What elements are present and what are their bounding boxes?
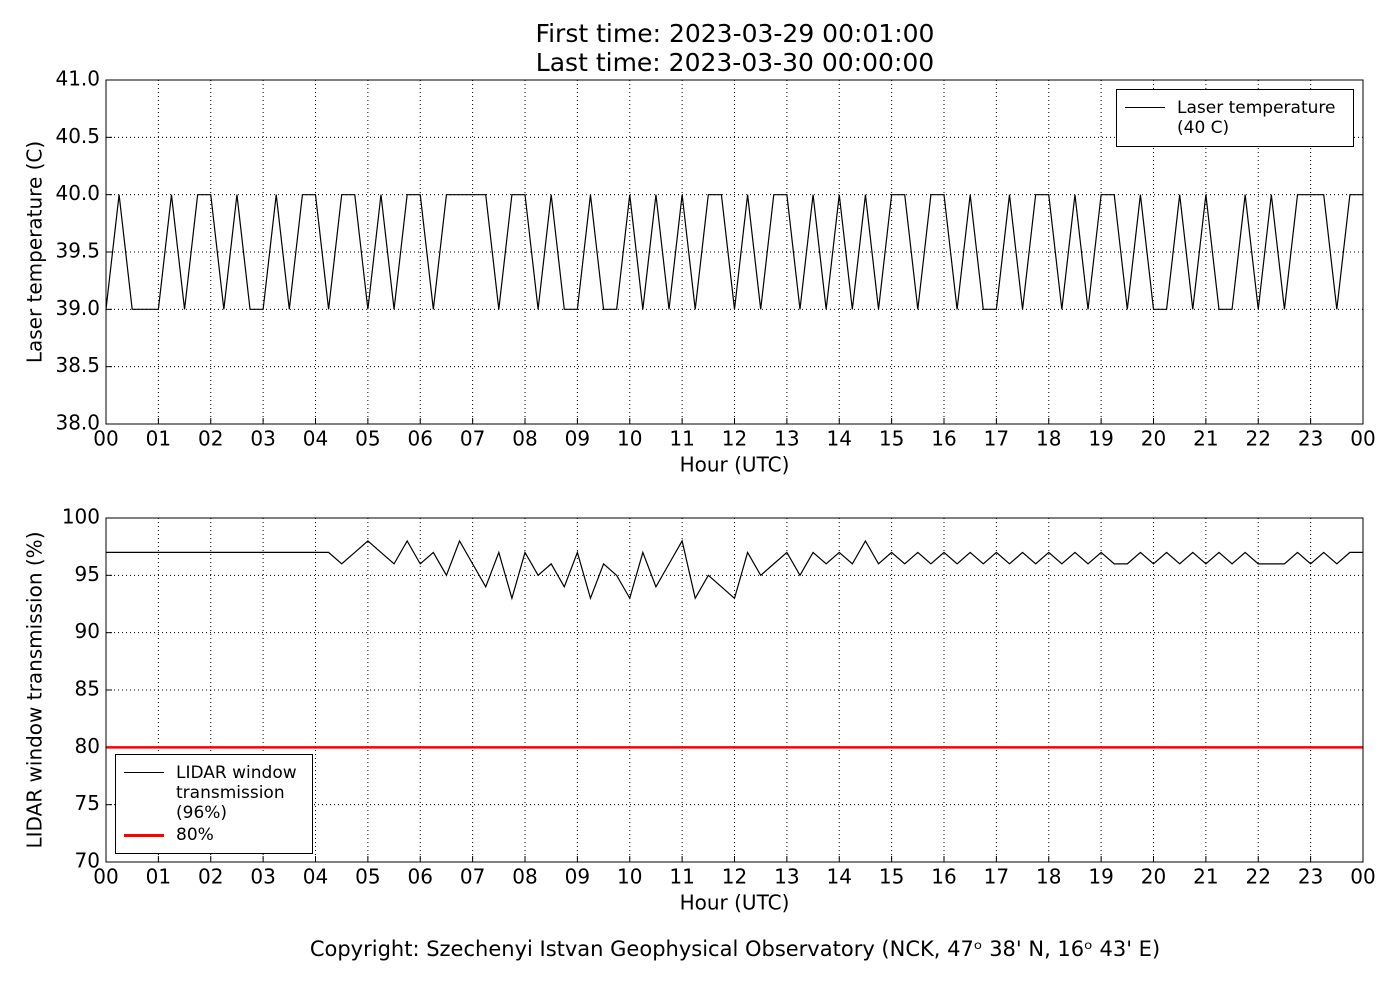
x-tick-label: 15 — [879, 427, 904, 451]
x-tick-label: 06 — [408, 427, 433, 451]
legend-entry: Laser temperature (40 C) — [1125, 98, 1345, 138]
x-tick-label: 08 — [512, 865, 537, 889]
y-axis-label: Laser temperature (C) — [23, 141, 47, 363]
y-tick-label: 40.0 — [55, 181, 100, 205]
x-tick-label: 08 — [512, 427, 537, 451]
x-tick-label: 10 — [617, 865, 642, 889]
axes-frame — [105, 517, 1364, 863]
x-tick-label: 23 — [1298, 865, 1323, 889]
x-tick-label: 22 — [1246, 865, 1271, 889]
x-tick-label: 02 — [198, 427, 223, 451]
legend-label: 80% — [176, 825, 214, 845]
x-tick-label: 03 — [250, 865, 275, 889]
y-tick-label: 70 — [75, 849, 100, 873]
x-tick-label: 00 — [93, 427, 118, 451]
y-tick-label: 39.5 — [55, 239, 100, 263]
x-tick-label: 10 — [617, 427, 642, 451]
footer: Copyright: Szechenyi Istvan Geophysical … — [310, 937, 1160, 961]
y-tick-label: 75 — [75, 791, 100, 815]
x-tick-label: 03 — [250, 427, 275, 451]
legend-swatch — [1125, 107, 1165, 108]
x-tick-label: 20 — [1141, 427, 1166, 451]
y-tick-label: 38.5 — [55, 353, 100, 377]
x-tick-label: 12 — [722, 427, 747, 451]
x-axis-label: Hour (UTC) — [680, 453, 790, 477]
legend-label: LIDAR window transmission (96%) — [176, 763, 297, 823]
data-line — [106, 539, 1363, 601]
x-tick-label: 00 — [93, 865, 118, 889]
x-tick-label: 06 — [408, 865, 433, 889]
x-tick-label: 09 — [565, 427, 590, 451]
x-tick-label: 05 — [355, 865, 380, 889]
x-tick-label: 22 — [1246, 427, 1271, 451]
axes-frame — [105, 79, 1364, 425]
x-tick-label: 14 — [827, 865, 852, 889]
x-tick-label: 04 — [303, 865, 328, 889]
legend-entry: LIDAR window transmission (96%) — [124, 763, 304, 823]
y-tick-label: 90 — [75, 619, 100, 643]
y-tick-label: 41.0 — [55, 67, 100, 91]
x-tick-label: 09 — [565, 865, 590, 889]
x-tick-label: 16 — [931, 427, 956, 451]
legend-entry: 80% — [124, 825, 304, 845]
x-tick-label: 07 — [460, 427, 485, 451]
x-tick-label: 00 — [1350, 865, 1375, 889]
title-line: First time: 2023-03-29 00:01:00 — [536, 19, 935, 48]
legend: LIDAR window transmission (96%) 80% — [115, 754, 313, 854]
x-tick-label: 21 — [1193, 865, 1218, 889]
x-tick-label: 18 — [1036, 427, 1061, 451]
y-tick-label: 39.0 — [55, 296, 100, 320]
x-axis-label: Hour (UTC) — [680, 891, 790, 915]
x-tick-label: 13 — [774, 427, 799, 451]
y-tick-label: 100 — [62, 505, 100, 529]
x-tick-label: 20 — [1141, 865, 1166, 889]
x-tick-label: 17 — [984, 865, 1009, 889]
x-tick-label: 05 — [355, 427, 380, 451]
x-tick-label: 11 — [669, 427, 694, 451]
legend-swatch — [124, 834, 164, 837]
data-line — [105, 194, 1363, 310]
legend: Laser temperature (40 C) — [1116, 89, 1354, 147]
title-line: Last time: 2023-03-30 00:00:00 — [536, 48, 934, 77]
y-tick-label: 80 — [75, 734, 100, 758]
y-tick-label: 85 — [75, 677, 100, 701]
x-tick-label: 17 — [984, 427, 1009, 451]
x-tick-label: 14 — [827, 427, 852, 451]
legend-swatch — [124, 772, 164, 773]
y-tick-label: 40.5 — [55, 124, 100, 148]
x-tick-label: 13 — [774, 865, 799, 889]
x-tick-label: 19 — [1088, 427, 1113, 451]
x-tick-label: 15 — [879, 865, 904, 889]
y-tick-label: 38.0 — [55, 411, 100, 435]
x-tick-label: 16 — [931, 865, 956, 889]
x-tick-label: 23 — [1298, 427, 1323, 451]
y-tick-label: 95 — [75, 562, 100, 586]
x-tick-label: 11 — [669, 865, 694, 889]
x-tick-label: 01 — [146, 427, 171, 451]
x-tick-label: 19 — [1088, 865, 1113, 889]
x-tick-label: 04 — [303, 427, 328, 451]
x-tick-label: 12 — [722, 865, 747, 889]
x-tick-label: 21 — [1193, 427, 1218, 451]
x-tick-label: 02 — [198, 865, 223, 889]
legend-label: Laser temperature (40 C) — [1177, 98, 1336, 138]
x-tick-label: 18 — [1036, 865, 1061, 889]
x-tick-label: 07 — [460, 865, 485, 889]
y-axis-label: LIDAR window transmission (%) — [23, 532, 47, 849]
x-tick-label: 00 — [1350, 427, 1375, 451]
x-tick-label: 01 — [146, 865, 171, 889]
